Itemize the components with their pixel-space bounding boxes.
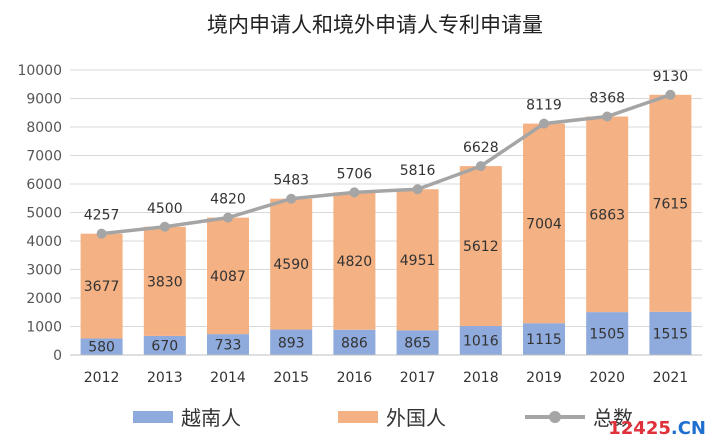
bar-vietnamese [143, 335, 186, 355]
total-point [412, 184, 423, 195]
data-label-total: 5816 [400, 163, 436, 179]
y-tick-label: 3000 [26, 263, 62, 279]
y-tick-label: 9000 [26, 92, 62, 108]
total-point [475, 161, 486, 172]
data-label-vietnamese: 886 [341, 335, 368, 351]
data-label-foreign: 7615 [653, 196, 689, 212]
x-tick-label: 2013 [147, 370, 183, 386]
bar-vietnamese [333, 329, 376, 355]
data-label-vietnamese: 865 [404, 336, 431, 352]
x-tick-label: 2020 [589, 370, 625, 386]
watermark-logo: 12425.CN [608, 418, 706, 439]
bar-foreign [396, 189, 439, 331]
bar-foreign [586, 116, 629, 313]
data-label-foreign: 3677 [84, 279, 120, 295]
bar-vietnamese [396, 330, 439, 355]
y-tick-label: 6000 [26, 177, 62, 193]
bar-foreign [523, 123, 565, 324]
total-point [602, 111, 613, 122]
x-tick-label: 2012 [84, 370, 120, 386]
data-label-foreign: 7004 [526, 216, 562, 232]
data-label-foreign: 4590 [273, 257, 309, 273]
x-tick-label: 2015 [273, 370, 309, 386]
bar-foreign [270, 198, 313, 330]
total-point [223, 212, 233, 223]
legend-swatch-foreign [338, 411, 378, 423]
y-tick-label: 4000 [26, 234, 62, 250]
data-label-total: 8119 [526, 98, 562, 114]
bar-vietnamese [586, 312, 629, 355]
data-label-total: 4257 [84, 208, 120, 224]
data-label-vietnamese: 580 [88, 340, 115, 356]
total-line [101, 93, 671, 236]
x-tick-label: 2016 [337, 370, 373, 386]
x-tick-label: 2018 [463, 370, 499, 386]
bar-vietnamese [459, 326, 502, 355]
bar-vietnamese [270, 329, 313, 355]
y-tick-label: 2000 [26, 291, 62, 307]
data-label-total: 4820 [210, 192, 246, 208]
x-tick-label: 2017 [400, 370, 436, 386]
data-label-vietnamese: 893 [278, 335, 305, 351]
y-tick-label: 0 [53, 348, 62, 364]
data-label-vietnamese: 1115 [526, 332, 562, 348]
bar-foreign [333, 192, 376, 330]
y-tick-label: 10000 [17, 63, 62, 79]
data-label-foreign: 4087 [210, 269, 246, 285]
bar-foreign [207, 217, 249, 335]
data-label-total: 5483 [273, 173, 309, 189]
x-tick-label: 2021 [653, 370, 689, 386]
data-label-foreign: 5612 [463, 239, 499, 255]
chart-title: 境内申请人和境外申请人专利申请量 [207, 13, 543, 37]
data-label-total: 6628 [463, 140, 499, 156]
x-tick-label: 2019 [526, 370, 562, 386]
data-label-total: 8368 [589, 91, 625, 107]
total-point [159, 221, 170, 232]
data-label-foreign: 4820 [337, 254, 373, 270]
y-tick-label: 5000 [26, 206, 62, 222]
data-label-vietnamese: 733 [215, 338, 242, 354]
bar-foreign [649, 94, 692, 312]
watermark-part-a: 12425 [608, 418, 671, 439]
y-tick-label: 8000 [26, 120, 62, 136]
data-label-total: 5706 [337, 166, 373, 182]
watermark-part-b: .CN [670, 418, 706, 439]
data-label-vietnamese: 1515 [653, 326, 689, 342]
bar-foreign [143, 226, 186, 336]
y-tick-label: 1000 [26, 320, 62, 336]
bar-vietnamese [523, 323, 565, 355]
data-label-total: 4500 [147, 201, 183, 217]
data-label-foreign: 4951 [400, 253, 436, 269]
data-label-vietnamese: 670 [151, 338, 178, 354]
total-point [96, 228, 107, 239]
bar-vietnamese [649, 311, 692, 355]
total-point [539, 118, 549, 129]
data-label-total: 9130 [653, 69, 689, 85]
total-point [665, 89, 676, 100]
y-tick-label: 7000 [26, 149, 62, 165]
data-label-foreign: 6863 [589, 207, 625, 223]
data-label-foreign: 3830 [147, 274, 183, 290]
total-point [349, 187, 360, 198]
legend-marker-total [549, 411, 561, 423]
x-tick-label: 2014 [210, 370, 246, 386]
bar-foreign [80, 233, 123, 339]
bar-vietnamese [80, 338, 123, 355]
legend-label-vietnamese: 越南人 [181, 406, 241, 430]
bar-foreign [459, 166, 502, 327]
data-label-vietnamese: 1505 [589, 327, 625, 343]
bar-vietnamese [207, 334, 249, 355]
legend-label-total: 总数 [593, 406, 633, 430]
legend-swatch-vietnamese [133, 411, 173, 423]
data-label-vietnamese: 1016 [463, 334, 499, 350]
total-point [286, 193, 297, 204]
legend-label-foreign: 外国人 [386, 406, 446, 430]
